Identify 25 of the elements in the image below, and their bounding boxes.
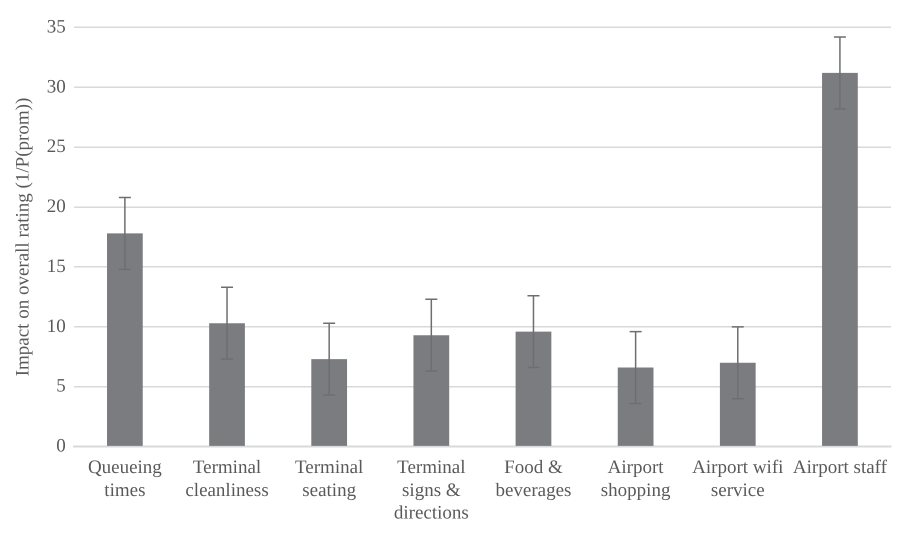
y-tick-label: 35 — [46, 16, 66, 38]
x-tick-label: Terminal cleanliness — [185, 456, 269, 501]
bar — [413, 335, 450, 446]
x-tick-label: Airport wifi service — [692, 456, 784, 501]
y-tick-label: 30 — [46, 76, 66, 98]
y-tick-label: 5 — [56, 376, 66, 397]
y-tick-label: 20 — [46, 196, 66, 218]
x-tick-label: Airport shopping — [600, 456, 671, 501]
y-tick-label: 25 — [46, 136, 66, 158]
bar — [618, 368, 654, 446]
y-tick-label: 10 — [46, 316, 66, 337]
bar — [209, 323, 245, 446]
bar — [516, 332, 552, 446]
bar — [311, 359, 348, 446]
y-tick-label: 15 — [46, 256, 66, 277]
x-tick-label: Airport staff — [792, 456, 888, 478]
x-tick-label: Food & beverages — [495, 456, 572, 501]
x-tick-label: Terminal signs & directions — [394, 456, 469, 524]
bar — [107, 233, 143, 446]
bar — [720, 362, 756, 446]
y-axis-title: Impact on overall rating (1/P(prom)) — [12, 98, 34, 376]
x-tick-label: Terminal seating — [295, 456, 364, 501]
x-tick-label: Queueing times — [88, 456, 162, 501]
bar — [822, 72, 858, 446]
y-tick-label: 0 — [56, 436, 66, 457]
